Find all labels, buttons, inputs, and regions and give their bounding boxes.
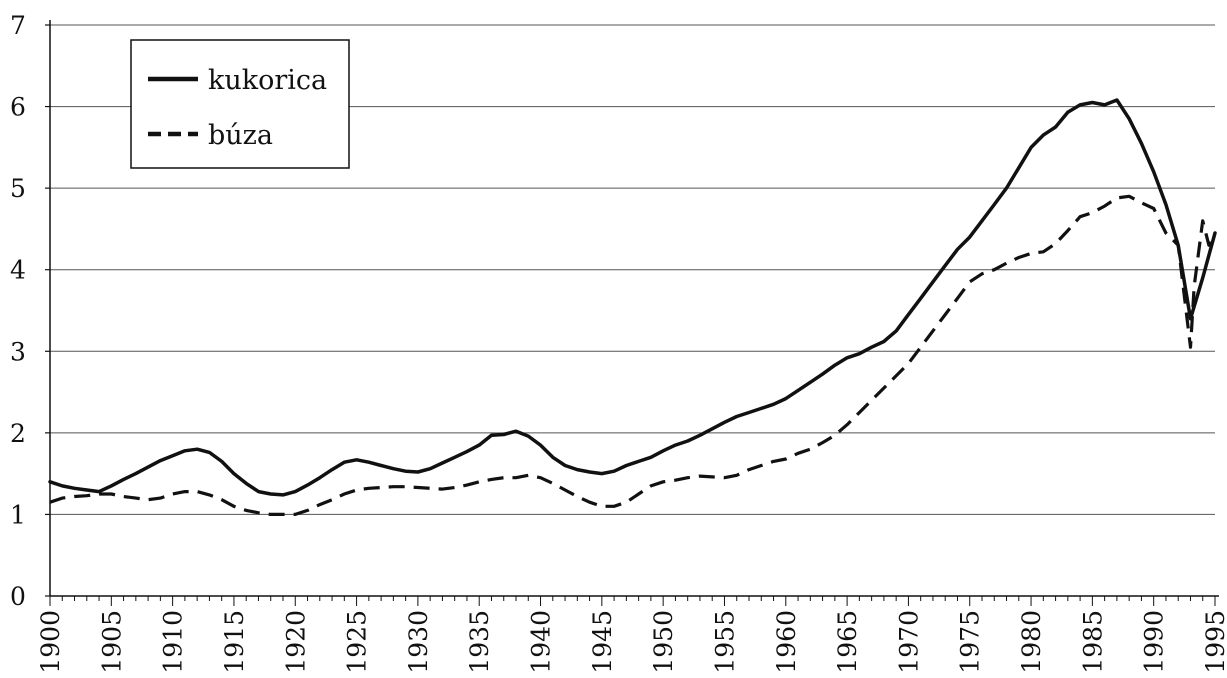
y-tick-labels: 0 1 2 3 4 5 6 7 bbox=[10, 11, 26, 611]
legend: kukorica búza bbox=[130, 39, 350, 169]
x-tick-label-1995: 1995 bbox=[1201, 610, 1227, 674]
axes bbox=[45, 20, 1219, 606]
x-tick-label-1955: 1955 bbox=[710, 610, 739, 674]
y-tick-label-3: 3 bbox=[10, 337, 26, 366]
x-tick-label-1960: 1960 bbox=[772, 610, 801, 674]
x-tick-label-1935: 1935 bbox=[465, 610, 494, 674]
x-tick-label-1915: 1915 bbox=[220, 610, 249, 674]
x-tick-label-1975: 1975 bbox=[956, 610, 985, 674]
y-tick-label-2: 2 bbox=[10, 419, 26, 448]
x-tick-label-1930: 1930 bbox=[404, 610, 433, 674]
y-tick-label-4: 4 bbox=[10, 256, 26, 285]
y-tick-label-5: 5 bbox=[10, 174, 26, 203]
x-tick-labels: 1900 1905 1910 1915 1920 1925 1930 1935 1940 1945… bbox=[36, 610, 1227, 674]
x-tick-label-1990: 1990 bbox=[1140, 610, 1169, 674]
series-line-kukorica bbox=[48, 98, 1217, 497]
x-tick-label-1905: 1905 bbox=[97, 610, 126, 674]
x-tick-label-1965: 1965 bbox=[833, 610, 862, 674]
y-tick-label-6: 6 bbox=[10, 93, 26, 122]
x-tick-label-1970: 1970 bbox=[894, 610, 923, 674]
x-tick-label-1945: 1945 bbox=[588, 610, 617, 674]
legend-box bbox=[130, 39, 350, 169]
x-tick-label-1900: 1900 bbox=[36, 610, 65, 674]
x-tick-label-1920: 1920 bbox=[281, 610, 310, 674]
x-tick-label-1980: 1980 bbox=[1017, 610, 1046, 674]
x-tick-label-1985: 1985 bbox=[1078, 610, 1107, 674]
series-lines bbox=[48, 98, 1217, 517]
series-line-buza bbox=[49, 194, 1217, 517]
legend-label-buza: búza bbox=[208, 120, 273, 151]
x-tick-label-1925: 1925 bbox=[343, 610, 372, 674]
y-tick-label-0: 0 bbox=[10, 582, 26, 611]
x-tick-label-1950: 1950 bbox=[649, 610, 678, 674]
y-tick-label-7: 7 bbox=[10, 11, 26, 40]
y-tick-label-1: 1 bbox=[10, 500, 26, 529]
legend-label-kukorica: kukorica bbox=[208, 65, 327, 96]
x-tick-label-1910: 1910 bbox=[159, 610, 188, 674]
x-tick-label-1940: 1940 bbox=[527, 610, 556, 674]
